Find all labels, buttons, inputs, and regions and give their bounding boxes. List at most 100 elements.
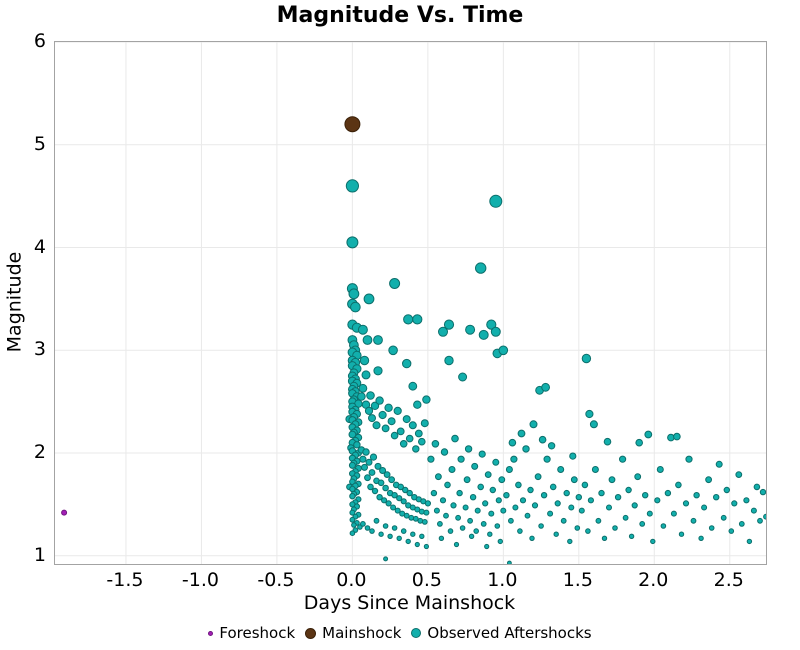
aftershocks-point xyxy=(480,521,487,527)
aftershocks-point xyxy=(403,512,410,519)
aftershocks-point xyxy=(402,415,411,424)
foreshock-legend-dot-icon xyxy=(208,630,214,636)
aftershocks-point xyxy=(490,326,501,337)
aftershocks-point xyxy=(388,345,398,356)
x-tick-label: -0.5 xyxy=(257,569,295,591)
aftershocks-point xyxy=(524,512,531,519)
aftershocks-point xyxy=(402,358,412,369)
aftershocks-point xyxy=(412,314,423,325)
chart-title: Magnitude Vs. Time xyxy=(276,3,524,28)
aftershocks-point xyxy=(349,530,356,537)
aftershocks-point xyxy=(715,460,723,468)
aftershocks-point xyxy=(478,450,486,458)
aftershocks-point xyxy=(408,381,418,391)
aftershocks-point xyxy=(625,486,632,494)
aftershocks-point xyxy=(484,471,492,479)
aftershocks-point xyxy=(397,483,405,491)
aftershocks-point xyxy=(601,535,608,541)
aftershocks-point xyxy=(405,434,414,443)
aftershocks-point xyxy=(484,543,490,550)
aftershocks-point xyxy=(585,528,591,534)
aftershocks-point xyxy=(517,528,523,534)
aftershocks-point xyxy=(414,541,420,548)
aftershocks-point xyxy=(421,519,428,525)
aftershocks-point xyxy=(388,476,396,484)
aftershocks-point xyxy=(424,500,431,507)
aftershocks-point xyxy=(554,500,561,507)
aftershocks-point xyxy=(505,466,513,473)
aftershocks-point xyxy=(362,335,373,345)
aftershocks-point xyxy=(538,523,544,529)
aftershocks-legend-dot-icon xyxy=(411,628,422,638)
aftershocks-point xyxy=(394,507,401,514)
aftershocks-point xyxy=(646,510,653,517)
aftershocks-point xyxy=(346,236,359,249)
aftershocks-point xyxy=(387,417,396,426)
aftershocks-point xyxy=(639,521,646,527)
legend-item-foreshock[interactable]: Foreshock xyxy=(208,624,295,642)
aftershocks-point xyxy=(488,510,495,517)
aftershocks-point xyxy=(635,438,644,447)
legend-label: Foreshock xyxy=(219,624,296,642)
aftershocks-point xyxy=(517,429,526,438)
aftershocks-point xyxy=(720,514,727,521)
aftershocks-point xyxy=(667,433,675,442)
aftershocks-point xyxy=(738,521,745,527)
aftershocks-point xyxy=(660,523,667,529)
aftershocks-point xyxy=(495,497,502,504)
aftershocks-point xyxy=(412,515,419,522)
aftershocks-point xyxy=(538,435,547,444)
aftershocks-point xyxy=(581,481,589,489)
legend-item-aftershocks[interactable]: Observed Aftershocks xyxy=(411,624,592,642)
aftershocks-point xyxy=(358,383,368,393)
aftershocks-point xyxy=(595,517,602,524)
aftershocks-point xyxy=(373,366,383,376)
aftershocks-point xyxy=(400,528,407,534)
aftershocks-point xyxy=(399,440,408,448)
x-tick-label: 1.5 xyxy=(562,569,593,591)
aftershocks-point xyxy=(527,486,534,494)
aftershocks-point xyxy=(529,535,535,541)
aftershocks-point xyxy=(393,406,402,415)
aftershocks-point xyxy=(698,535,704,541)
aftershocks-point xyxy=(560,517,567,524)
aftershocks-point xyxy=(497,538,503,545)
aftershocks-point xyxy=(359,455,367,463)
aftershocks-point xyxy=(685,455,693,463)
aftershocks-point xyxy=(475,262,487,274)
aftershocks-point xyxy=(408,421,417,430)
aftershocks-point xyxy=(439,497,447,504)
aftershocks-point xyxy=(444,481,451,489)
x-tick-label: -1.0 xyxy=(181,569,219,591)
aftershocks-point xyxy=(708,525,715,531)
aftershocks-point xyxy=(376,494,383,501)
aftershocks-point xyxy=(350,301,361,313)
foreshock-point xyxy=(61,509,68,516)
aftershocks-point xyxy=(365,458,373,466)
aftershocks-point xyxy=(435,473,442,481)
aftershocks-point xyxy=(357,324,368,335)
aftershocks-point xyxy=(614,494,622,501)
aftershocks-point xyxy=(430,489,438,497)
aftershocks-point xyxy=(382,484,389,492)
aftershocks-point xyxy=(731,500,738,507)
aftershocks-point xyxy=(362,448,370,456)
aftershocks-point xyxy=(759,488,766,496)
aftershocks-point xyxy=(378,410,387,420)
aftershocks-point xyxy=(656,466,664,473)
aftershocks-point xyxy=(414,429,423,438)
aftershocks-point xyxy=(455,514,462,521)
y-tick-label: 5 xyxy=(33,132,46,155)
aftershocks-point xyxy=(743,497,750,504)
legend-item-mainshock[interactable]: Mainshock xyxy=(305,624,401,642)
aftershocks-point xyxy=(508,517,514,524)
aftershocks-point xyxy=(359,355,370,366)
y-tick-label: 3 xyxy=(33,338,46,361)
aftershocks-point xyxy=(489,194,503,208)
aftershocks-point xyxy=(440,448,449,456)
aftershocks-point xyxy=(420,419,429,428)
aftershocks-point xyxy=(498,476,506,484)
aftershocks-point xyxy=(396,535,402,541)
aftershocks-point xyxy=(412,445,420,453)
aftershocks-point xyxy=(391,525,398,531)
